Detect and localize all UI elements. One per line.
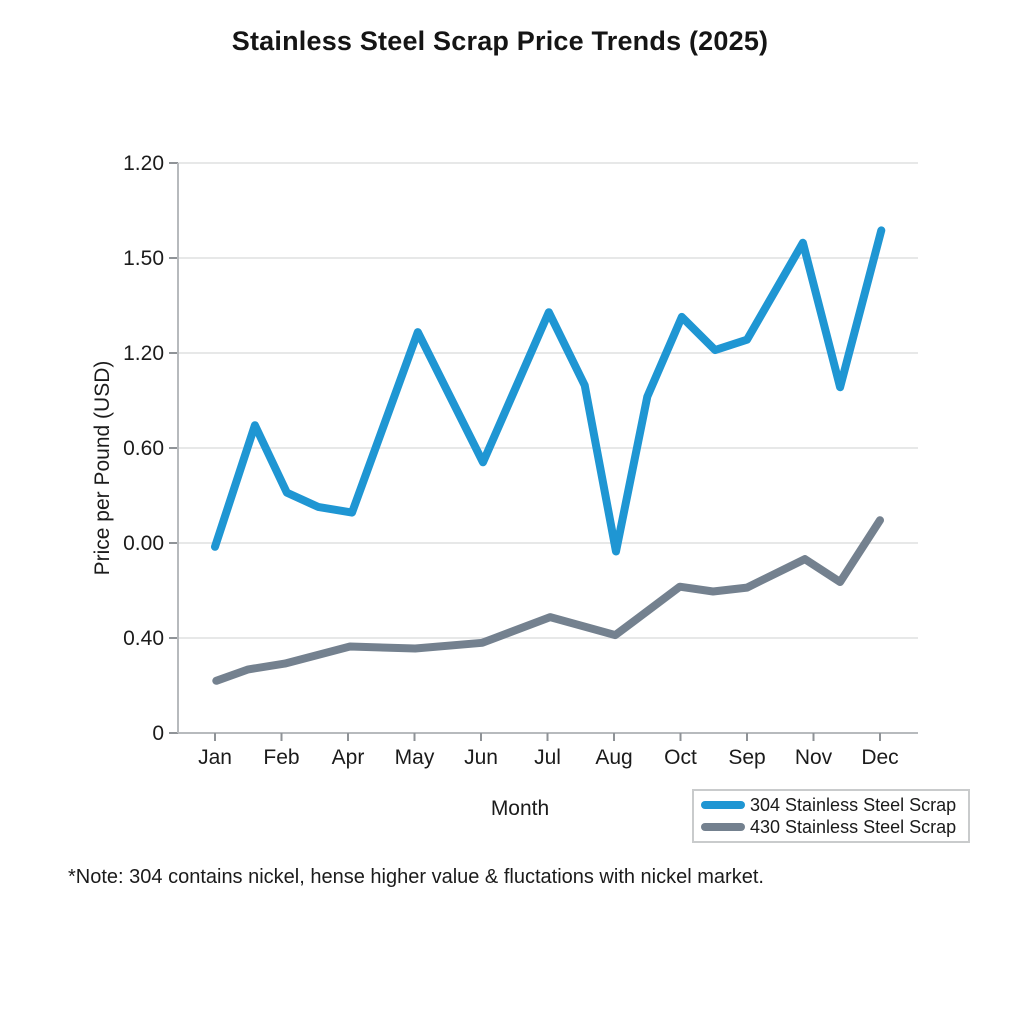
x-tick-label: May bbox=[395, 746, 435, 769]
legend-label-304: 304 Stainless Steel Scrap bbox=[750, 794, 957, 815]
legend-item-304: 304 Stainless Steel Scrap bbox=[701, 794, 964, 816]
x-tick-label: Feb bbox=[263, 746, 299, 769]
x-tick-label: Apr bbox=[332, 746, 365, 769]
x-tick-label: Jan bbox=[198, 746, 232, 769]
x-tick-label: Nov bbox=[795, 746, 833, 769]
legend-box: 304 Stainless Steel Scrap 430 Stainless … bbox=[692, 789, 970, 843]
legend-swatch-304-icon bbox=[701, 801, 745, 809]
x-tick-label: Jun bbox=[464, 746, 498, 769]
y-tick-label: 0.00 bbox=[123, 532, 164, 555]
x-tick-label: Oct bbox=[664, 746, 697, 769]
y-tick-label: 1.20 bbox=[123, 152, 164, 175]
x-tick-label: Dec bbox=[861, 746, 898, 769]
footnote: *Note: 304 contains nickel, hense higher… bbox=[68, 866, 764, 888]
y-tick-label: 0 bbox=[152, 722, 164, 745]
legend-label-430: 430 Stainless Steel Scrap bbox=[750, 816, 957, 837]
legend-swatch-430-icon bbox=[701, 823, 745, 831]
x-axis-title: Month bbox=[490, 797, 550, 820]
series-line-304-stainless-steel-scrap bbox=[211, 226, 886, 556]
series-line-430-stainless-steel-scrap bbox=[212, 516, 884, 685]
y-tick-label: 1.20 bbox=[123, 342, 164, 365]
legend-item-430: 430 Stainless Steel Scrap bbox=[701, 816, 964, 838]
x-tick-label: Sep bbox=[728, 746, 765, 769]
y-tick-label: 0.60 bbox=[123, 437, 164, 460]
y-tick-label: 1.50 bbox=[123, 247, 164, 270]
chart-title: Stainless Steel Scrap Price Trends (2025… bbox=[231, 26, 769, 56]
y-tick-label: 0.40 bbox=[123, 627, 164, 650]
x-tick-label: Jul bbox=[534, 746, 561, 769]
x-tick-label: Aug bbox=[595, 746, 632, 769]
